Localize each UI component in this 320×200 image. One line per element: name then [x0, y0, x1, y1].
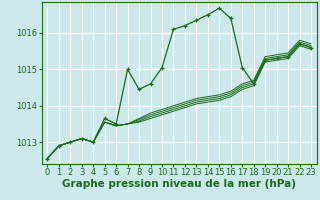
X-axis label: Graphe pression niveau de la mer (hPa): Graphe pression niveau de la mer (hPa) [62, 179, 296, 189]
